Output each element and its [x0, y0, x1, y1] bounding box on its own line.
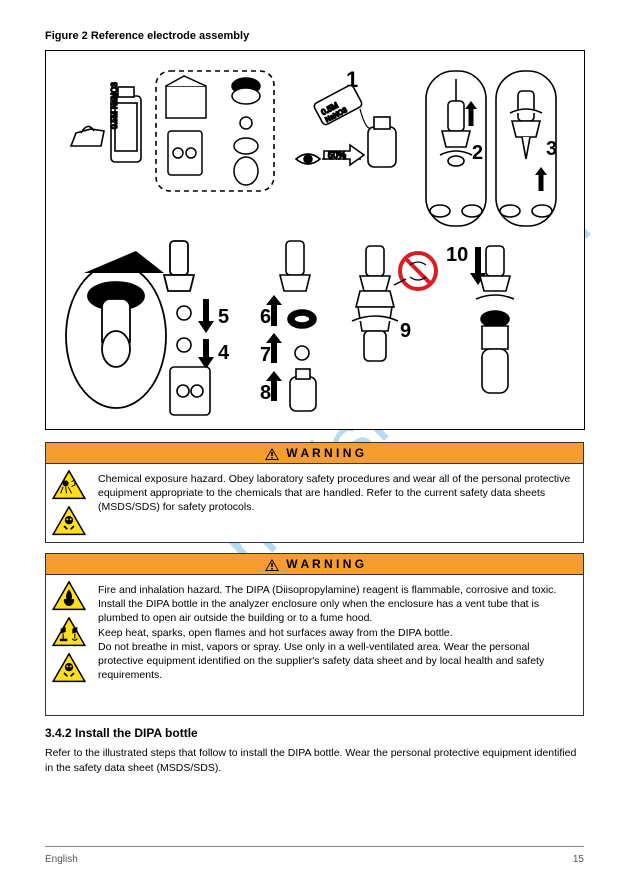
- footer-language: English: [45, 854, 78, 865]
- figure-caption: Figure 2 Reference electrode assembly: [45, 30, 584, 42]
- step-8-label: 8: [260, 382, 271, 404]
- step-3-label: 3: [546, 138, 557, 160]
- footer-rule: [45, 846, 584, 847]
- warning-triangle-icon: [265, 448, 279, 460]
- toxic-icon: [52, 653, 86, 683]
- warning-triangle-icon: [265, 559, 279, 571]
- warning-box-2: W A R N I N G: [45, 553, 584, 716]
- chemical-burn-icon: [52, 470, 86, 500]
- warning-2-header: W A R N I N G: [46, 554, 583, 575]
- toxic-icon: [52, 506, 86, 536]
- bottle-label: 0.5M NaNO3: [110, 82, 119, 129]
- step-10-label: 10: [446, 244, 468, 266]
- flammable-icon: [52, 581, 86, 611]
- footer-page-number: 15: [573, 854, 584, 865]
- step-4-label: 4: [218, 342, 230, 364]
- section-title: 3.4.2 Install the DIPA bottle: [45, 726, 584, 740]
- warning-2-text: Fire and inhalation hazard. The DIPA (Di…: [94, 581, 577, 709]
- warning-1-text: Chemical exposure hazard. Obey laborator…: [94, 470, 577, 536]
- fill-level-label: 50%: [328, 150, 346, 160]
- step-9-label: 9: [400, 320, 411, 342]
- step-2-label: 2: [472, 142, 483, 164]
- step-6-label: 6: [260, 306, 271, 328]
- assembly-diagram: 0.5M NaNO3 1: [45, 50, 585, 430]
- corrosive-icon: [52, 617, 86, 647]
- step-5-label: 5: [218, 306, 229, 328]
- warning-box-1: W A R N I N G: [45, 442, 584, 543]
- warning-1-header: W A R N I N G: [46, 443, 583, 464]
- body-text: Refer to the illustrated steps that foll…: [45, 746, 584, 775]
- step-7-label: 7: [260, 344, 271, 366]
